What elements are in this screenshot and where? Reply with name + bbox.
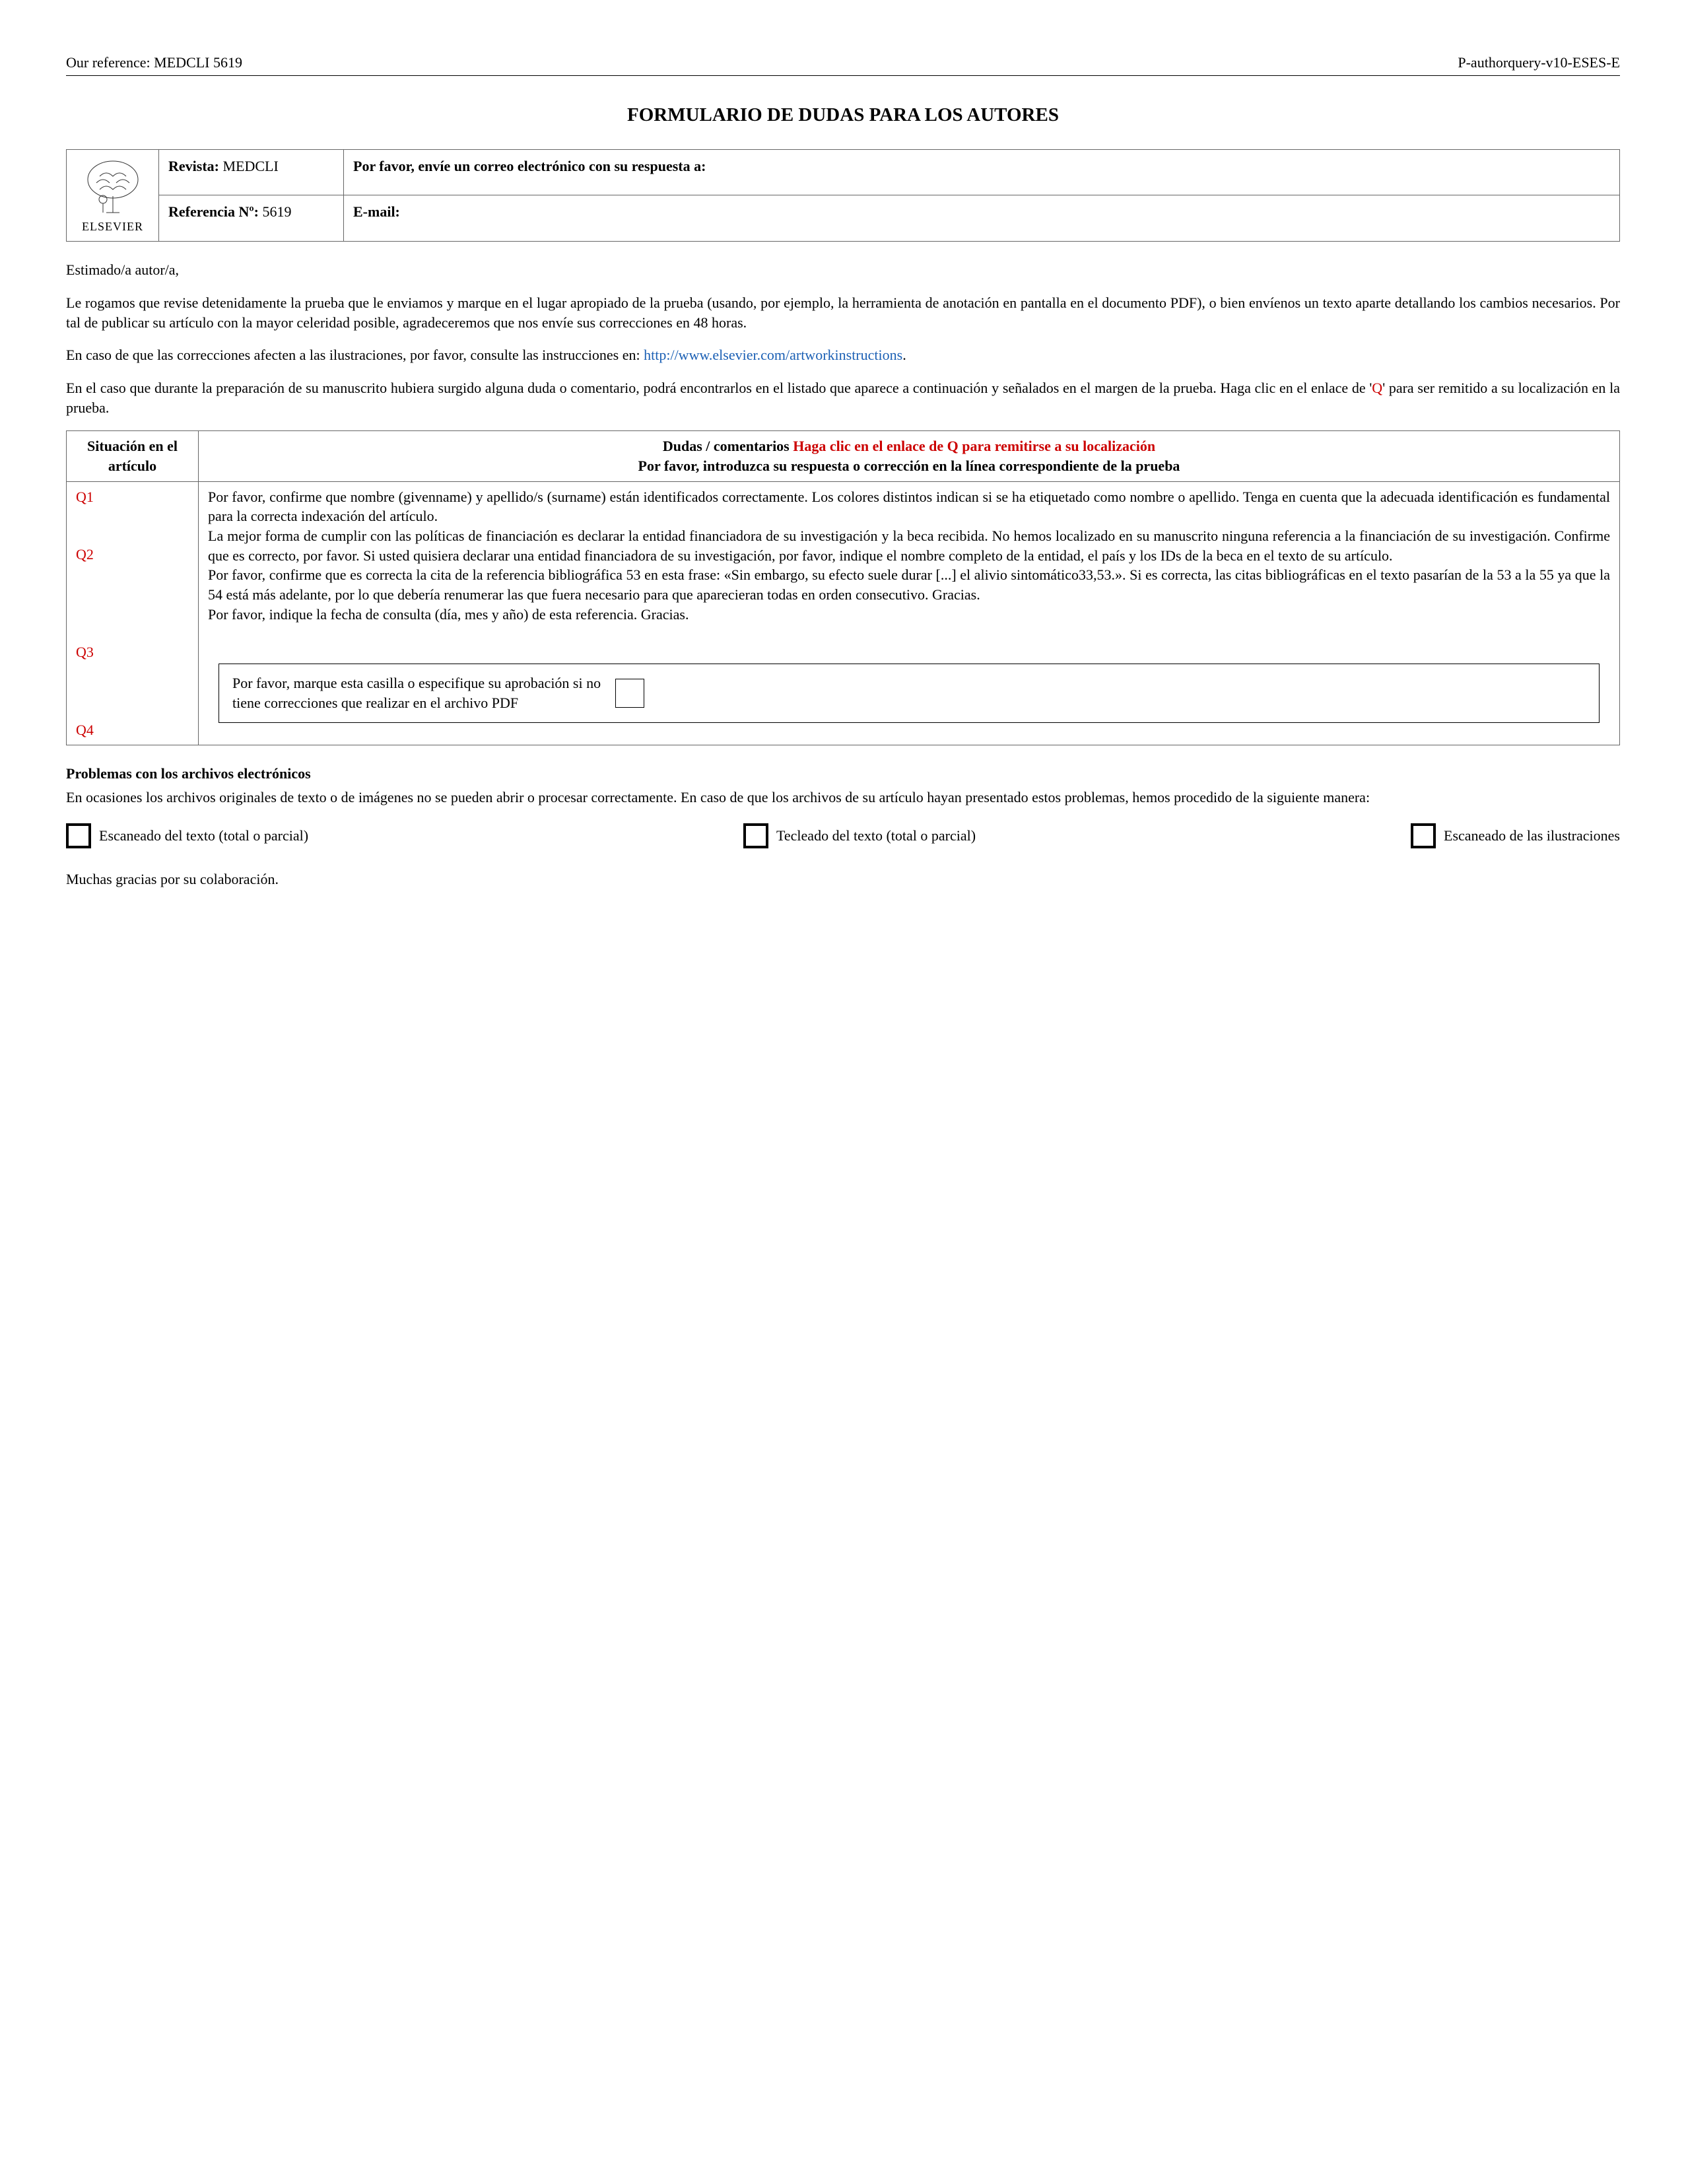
col2-a: Dudas / comentarios bbox=[663, 438, 793, 454]
ref-value: 5619 bbox=[259, 203, 292, 220]
email-cell: E-mail: bbox=[344, 195, 1620, 242]
check-label-1: Escaneado del texto (total o parcial) bbox=[99, 826, 308, 846]
col2-header: Dudas / comentarios Haga clic en el enla… bbox=[199, 431, 1620, 481]
revista-label: Revista: bbox=[168, 158, 219, 174]
approval-checkbox[interactable] bbox=[615, 679, 644, 708]
check-item-3: Escaneado de las ilustraciones bbox=[1411, 823, 1620, 848]
logo-cell: ELSEVIER bbox=[67, 149, 159, 241]
page-header: Our reference: MEDCLI 5619 P-authorquery… bbox=[66, 53, 1620, 76]
q1-link[interactable]: Q1 bbox=[76, 489, 94, 505]
paragraph-1: Le rogamos que revise detenidamente la p… bbox=[66, 293, 1620, 332]
ref-cell: Referencia Nº: 5619 bbox=[159, 195, 344, 242]
queries-col1: Q1 Q2 Q3 Q4 bbox=[67, 481, 199, 745]
paragraph-3: En el caso que durante la preparación de… bbox=[66, 378, 1620, 417]
paragraph-2: En caso de que las correcciones afecten … bbox=[66, 345, 1620, 365]
queries-col2: Por favor, confirme que nombre (givennam… bbox=[199, 481, 1620, 745]
q2-text: La mejor forma de cumplir con las políti… bbox=[208, 526, 1610, 565]
email-intro: Por favor, envíe un correo electrónico c… bbox=[353, 158, 706, 174]
col1-header: Situación en el artículo bbox=[67, 431, 199, 481]
q4-link[interactable]: Q4 bbox=[76, 722, 94, 738]
thanks: Muchas gracias por su colaboración. bbox=[66, 870, 1620, 889]
p3-text-a: En el caso que durante la preparación de… bbox=[66, 380, 1372, 396]
problems-paragraph: En ocasiones los archivos originales de … bbox=[66, 788, 1620, 807]
header-left: Our reference: MEDCLI 5619 bbox=[66, 53, 242, 73]
q3-text: Por favor, confirme que es correcta la c… bbox=[208, 565, 1610, 604]
q2-link[interactable]: Q2 bbox=[76, 546, 94, 563]
check-typed-text[interactable] bbox=[743, 823, 768, 848]
check-item-1: Escaneado del texto (total o parcial) bbox=[66, 823, 308, 848]
checks-row: Escaneado del texto (total o parcial) Te… bbox=[66, 823, 1620, 848]
queries-table: Situación en el artículo Dudas / comenta… bbox=[66, 430, 1620, 745]
approval-box: Por favor, marque esta casilla o especif… bbox=[219, 664, 1600, 722]
check-scan-text[interactable] bbox=[66, 823, 91, 848]
check-scan-illus[interactable] bbox=[1411, 823, 1436, 848]
email-intro-cell: Por favor, envíe un correo electrónico c… bbox=[344, 149, 1620, 195]
col2-b: Haga clic en el enlace de Q para remitir… bbox=[793, 438, 1155, 454]
revista-cell: Revista: MEDCLI bbox=[159, 149, 344, 195]
p2-text-b: . bbox=[902, 347, 906, 363]
q-letter: Q bbox=[1372, 380, 1382, 396]
q3-link[interactable]: Q3 bbox=[76, 644, 94, 660]
col2-c: Por favor, introduzca su respuesta o cor… bbox=[638, 458, 1180, 474]
approval-text: Por favor, marque esta casilla o especif… bbox=[232, 673, 602, 712]
problems-heading: Problemas con los archivos electrónicos bbox=[66, 764, 1620, 784]
elsevier-tree-icon bbox=[80, 156, 146, 216]
check-label-2: Tecleado del texto (total o parcial) bbox=[776, 826, 976, 846]
greeting: Estimado/a autor/a, bbox=[66, 260, 1620, 280]
q4-text: Por favor, indique la fecha de consulta … bbox=[208, 605, 1610, 625]
email-label: E-mail: bbox=[353, 203, 400, 220]
check-item-2: Tecleado del texto (total o parcial) bbox=[743, 823, 976, 848]
header-right: P-authorquery-v10-ESES-E bbox=[1458, 53, 1620, 73]
info-table: ELSEVIER Revista: MEDCLI Por favor, enví… bbox=[66, 149, 1620, 242]
p2-text-a: En caso de que las correcciones afecten … bbox=[66, 347, 644, 363]
ref-label: Referencia Nº: bbox=[168, 203, 259, 220]
check-label-3: Escaneado de las ilustraciones bbox=[1444, 826, 1620, 846]
artwork-instructions-link[interactable]: http://www.elsevier.com/artworkinstructi… bbox=[644, 347, 902, 363]
logo-label: ELSEVIER bbox=[76, 219, 149, 234]
page-title: FORMULARIO DE DUDAS PARA LOS AUTORES bbox=[66, 102, 1620, 128]
revista-value: MEDCLI bbox=[219, 158, 279, 174]
q1-text: Por favor, confirme que nombre (givennam… bbox=[208, 487, 1610, 526]
